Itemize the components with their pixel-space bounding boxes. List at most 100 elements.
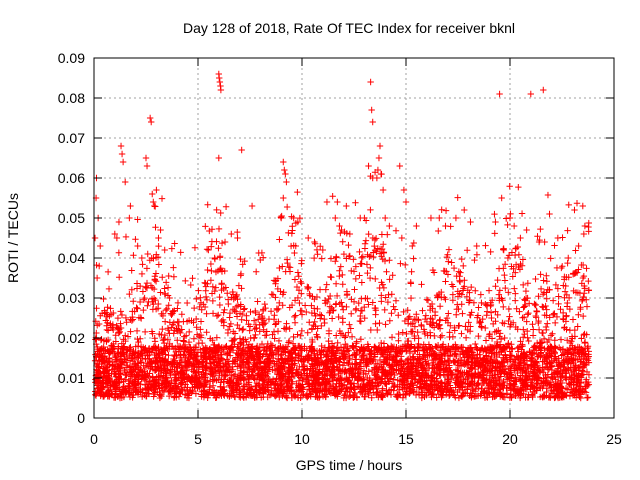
- data-point: [263, 331, 270, 339]
- data-point: [117, 308, 124, 315]
- data-point: [144, 352, 151, 359]
- data-point: [413, 311, 420, 318]
- data-point: [132, 362, 140, 370]
- data-point: [468, 283, 475, 291]
- data-point: [276, 236, 283, 243]
- data-point: [196, 303, 203, 311]
- data-point: [293, 380, 300, 388]
- data-point: [526, 349, 534, 356]
- data-point: [320, 361, 327, 368]
- data-point: [511, 285, 518, 292]
- data-point: [233, 349, 240, 357]
- data-point: [157, 289, 164, 296]
- data-point: [222, 203, 230, 210]
- data-point: [176, 389, 183, 396]
- data-point: [564, 259, 571, 267]
- data-point: [422, 343, 429, 350]
- data-point: [159, 337, 167, 344]
- data-point: [535, 326, 543, 333]
- data-point: [390, 376, 397, 383]
- data-point: [325, 295, 332, 303]
- data-point: [537, 380, 545, 388]
- data-point: [443, 314, 451, 322]
- data-point: [152, 296, 159, 304]
- data-point: [309, 338, 316, 346]
- data-point: [310, 368, 317, 376]
- data-point: [275, 318, 282, 325]
- data-point: [493, 349, 500, 357]
- data-point: [300, 390, 307, 398]
- data-point: [208, 290, 216, 297]
- data-point: [224, 366, 231, 373]
- data-point: [463, 247, 471, 254]
- data-point: [496, 295, 503, 302]
- data-point: [309, 362, 317, 369]
- data-point: [491, 210, 498, 218]
- data-point: [285, 384, 292, 392]
- data-point: [133, 327, 141, 335]
- data-point: [281, 356, 289, 363]
- data-point: [154, 388, 161, 396]
- data-point: [364, 269, 371, 277]
- data-point: [403, 330, 410, 338]
- data-point: [298, 307, 305, 315]
- data-point: [437, 372, 444, 379]
- data-point: [130, 252, 137, 259]
- data-point: [329, 307, 337, 314]
- data-point: [543, 306, 550, 313]
- data-point: [192, 390, 200, 397]
- data-point: [317, 351, 324, 359]
- data-point: [226, 314, 233, 321]
- data-point: [282, 344, 289, 351]
- data-point: [276, 299, 283, 307]
- data-point: [233, 375, 241, 382]
- data-point: [444, 356, 452, 364]
- data-point: [255, 249, 262, 257]
- data-point: [323, 352, 330, 360]
- data-point: [394, 376, 401, 384]
- data-point: [188, 352, 195, 359]
- data-point: [242, 336, 249, 343]
- data-point: [177, 249, 184, 256]
- data-point: [480, 389, 487, 396]
- data-point: [248, 353, 255, 361]
- data-point: [366, 253, 373, 260]
- data-point: [486, 368, 494, 375]
- data-point: [583, 265, 590, 272]
- data-point: [341, 390, 349, 398]
- data-point: [389, 355, 396, 362]
- data-point: [374, 388, 381, 396]
- data-point: [140, 362, 147, 369]
- data-point: [161, 345, 168, 352]
- data-point: [170, 264, 177, 271]
- data-point: [286, 360, 293, 368]
- data-point: [549, 375, 556, 382]
- data-point: [219, 316, 227, 324]
- data-point: [486, 331, 493, 338]
- data-point: [393, 358, 400, 366]
- data-point: [123, 372, 130, 379]
- data-point: [170, 380, 178, 387]
- data-point: [459, 350, 467, 358]
- data-point: [512, 364, 520, 372]
- data-point: [428, 382, 435, 390]
- data-point: [368, 379, 376, 386]
- data-point: [120, 336, 127, 343]
- data-point: [278, 380, 286, 388]
- data-point: [571, 391, 578, 398]
- data-point: [212, 268, 220, 276]
- data-point: [532, 275, 539, 283]
- data-point: [198, 359, 206, 366]
- data-point: [300, 367, 307, 374]
- data-point: [567, 339, 574, 347]
- data-point: [551, 337, 558, 344]
- data-point: [295, 272, 302, 280]
- data-point: [220, 309, 227, 316]
- data-point: [294, 371, 302, 378]
- data-point: [312, 354, 319, 361]
- data-point: [252, 268, 260, 275]
- data-point: [241, 257, 248, 265]
- data-point: [516, 366, 524, 373]
- data-point: [423, 296, 431, 303]
- data-point: [471, 256, 478, 264]
